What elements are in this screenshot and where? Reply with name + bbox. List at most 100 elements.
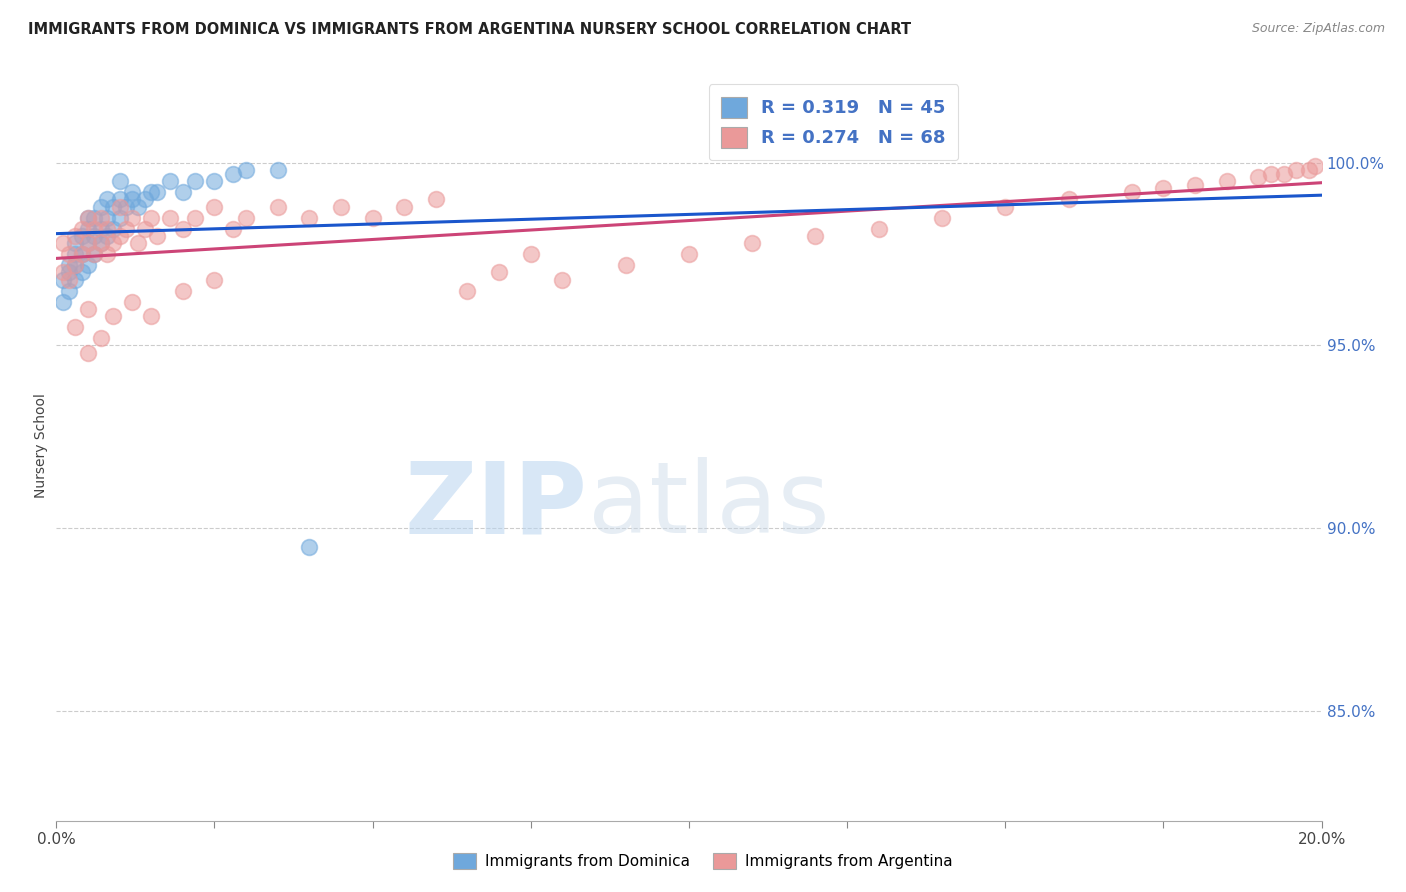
Point xyxy=(456,284,478,298)
Point xyxy=(76,211,98,225)
Text: IMMIGRANTS FROM DOMINICA VS IMMIGRANTS FROM ARGENTINA NURSERY SCHOOL CORRELATION: IMMIGRANTS FROM DOMINICA VS IMMIGRANTS F… xyxy=(28,22,911,37)
Point xyxy=(392,200,416,214)
Point xyxy=(202,273,225,287)
Point xyxy=(76,301,98,316)
Point xyxy=(70,228,93,243)
Point xyxy=(65,247,87,261)
Point xyxy=(103,310,124,324)
Point xyxy=(121,185,143,199)
Point xyxy=(83,247,105,261)
Point xyxy=(108,174,131,188)
Point xyxy=(58,265,80,279)
Point xyxy=(58,273,80,287)
Text: ZIP: ZIP xyxy=(405,458,588,555)
Point xyxy=(804,228,827,243)
Point xyxy=(65,228,87,243)
Point xyxy=(103,236,124,251)
Point xyxy=(76,211,98,225)
Point xyxy=(141,185,162,199)
Point xyxy=(184,211,207,225)
Point xyxy=(121,211,143,225)
Point xyxy=(931,211,953,225)
Y-axis label: Nursery School: Nursery School xyxy=(34,393,48,499)
Point xyxy=(65,258,87,272)
Text: atlas: atlas xyxy=(588,458,830,555)
Point xyxy=(83,247,105,261)
Point xyxy=(1298,163,1320,178)
Point xyxy=(741,236,763,251)
Point xyxy=(425,192,447,206)
Point xyxy=(83,211,105,225)
Point xyxy=(114,200,138,214)
Point xyxy=(141,211,162,225)
Point xyxy=(159,174,181,188)
Point xyxy=(361,211,384,225)
Point xyxy=(146,185,169,199)
Point xyxy=(70,221,93,235)
Point xyxy=(65,258,87,272)
Point xyxy=(108,228,131,243)
Point xyxy=(96,211,118,225)
Point xyxy=(108,200,131,214)
Point xyxy=(1121,185,1143,199)
Point xyxy=(52,273,75,287)
Point xyxy=(90,211,111,225)
Point xyxy=(96,192,118,206)
Point xyxy=(121,192,143,206)
Point xyxy=(65,236,87,251)
Point xyxy=(76,221,98,235)
Point xyxy=(52,294,75,309)
Point xyxy=(235,163,257,178)
Point xyxy=(146,228,169,243)
Point xyxy=(202,174,225,188)
Point xyxy=(267,163,290,178)
Legend: R = 0.319   N = 45, R = 0.274   N = 68: R = 0.319 N = 45, R = 0.274 N = 68 xyxy=(709,84,959,161)
Point xyxy=(121,294,143,309)
Point xyxy=(103,221,124,235)
Point xyxy=(90,221,111,235)
Point xyxy=(519,247,541,261)
Point xyxy=(141,310,162,324)
Point xyxy=(678,247,700,261)
Point xyxy=(1305,160,1327,174)
Point xyxy=(83,221,105,235)
Point xyxy=(70,247,93,261)
Point xyxy=(222,221,245,235)
Point xyxy=(65,273,87,287)
Point xyxy=(83,228,105,243)
Point xyxy=(614,258,637,272)
Legend: Immigrants from Dominica, Immigrants from Argentina: Immigrants from Dominica, Immigrants fro… xyxy=(447,847,959,875)
Point xyxy=(58,284,80,298)
Point xyxy=(1215,174,1237,188)
Point xyxy=(222,167,245,181)
Point xyxy=(134,221,156,235)
Point xyxy=(551,273,574,287)
Point xyxy=(76,346,98,360)
Point xyxy=(1260,167,1282,181)
Point xyxy=(1184,178,1206,192)
Point xyxy=(267,200,290,214)
Point xyxy=(172,284,194,298)
Point xyxy=(235,211,257,225)
Point xyxy=(70,265,93,279)
Point xyxy=(108,211,131,225)
Point xyxy=(58,258,80,272)
Point xyxy=(90,331,111,345)
Point xyxy=(172,185,194,199)
Point xyxy=(90,236,111,251)
Point xyxy=(114,221,138,235)
Point xyxy=(52,236,75,251)
Point xyxy=(96,228,118,243)
Point xyxy=(76,258,98,272)
Point xyxy=(108,192,131,206)
Point xyxy=(1285,163,1308,178)
Point xyxy=(127,236,149,251)
Point xyxy=(52,265,75,279)
Point xyxy=(58,247,80,261)
Text: Source: ZipAtlas.com: Source: ZipAtlas.com xyxy=(1251,22,1385,36)
Point xyxy=(202,200,225,214)
Point xyxy=(96,221,118,235)
Point xyxy=(172,221,194,235)
Point xyxy=(1247,170,1270,185)
Point xyxy=(488,265,510,279)
